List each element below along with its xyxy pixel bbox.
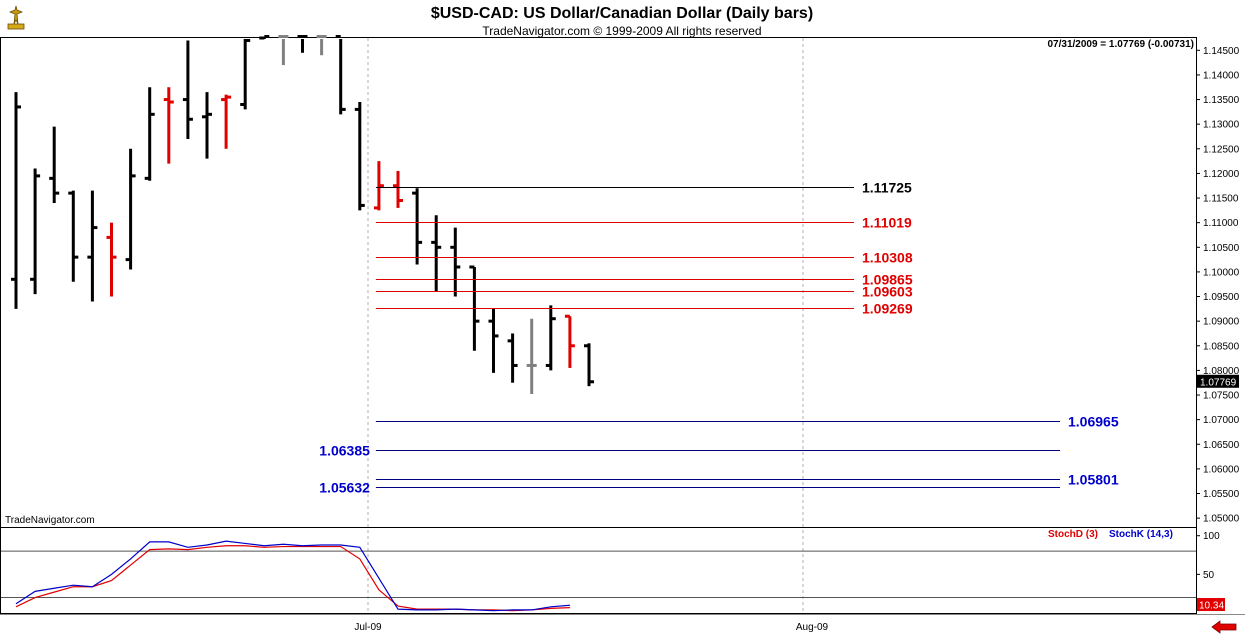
level-label: 1.06385 bbox=[319, 443, 370, 459]
level-line: 1.06965 bbox=[375, 414, 1119, 430]
price-bar bbox=[354, 102, 365, 211]
level-label: 1.11019 bbox=[862, 215, 912, 231]
level-line: 1.10308 bbox=[375, 250, 913, 266]
price-bar bbox=[316, 35, 327, 56]
price-readout: 07/31/2009 = 1.07769 (-0.00731) bbox=[1047, 39, 1194, 50]
price-bar bbox=[163, 87, 174, 164]
price-bar bbox=[202, 92, 212, 159]
stoch-last-label: 10.34 bbox=[1199, 601, 1224, 612]
price-bar bbox=[87, 190, 98, 302]
level-line: 1.06385 bbox=[319, 443, 1060, 459]
price-bar bbox=[488, 308, 499, 373]
level-line: 1.09865 bbox=[375, 272, 913, 288]
stoch-panel-frame bbox=[0, 527, 1197, 614]
price-bar bbox=[11, 92, 21, 309]
chart-title: $USD-CAD: US Dollar/Canadian Dollar (Dai… bbox=[431, 5, 813, 22]
legend-stochd: StochD (3) bbox=[1048, 529, 1098, 540]
stochastic-panel: 100 50 StochD (3) StochK (14,3) 10.34 bbox=[1, 529, 1225, 612]
price-bar bbox=[431, 215, 442, 292]
y-tick-label: 1.07500 bbox=[1203, 391, 1240, 402]
last-price-label: 1.07769 bbox=[1200, 377, 1237, 388]
price-panel-frame bbox=[0, 37, 1197, 528]
price-bar bbox=[393, 170, 403, 208]
legend-stochk: StochK (14,3) bbox=[1109, 529, 1173, 540]
stoch-tick-label: 50 bbox=[1203, 570, 1215, 581]
price-bars bbox=[11, 35, 594, 395]
price-bar bbox=[221, 94, 232, 149]
last-price-box bbox=[1197, 374, 1239, 388]
price-bar bbox=[68, 190, 79, 282]
level-label: 1.11725 bbox=[862, 180, 912, 196]
y-tick-label: 1.06000 bbox=[1203, 464, 1240, 475]
price-bar bbox=[545, 305, 556, 371]
y-tick-label: 1.08500 bbox=[1203, 341, 1240, 352]
y-tick-label: 1.14500 bbox=[1203, 46, 1240, 57]
scroll-left-arrow-icon[interactable] bbox=[1209, 620, 1239, 635]
level-label: 1.10308 bbox=[862, 250, 913, 266]
y-tick-label: 1.08000 bbox=[1203, 366, 1240, 377]
price-bar bbox=[259, 35, 270, 40]
y-tick-label: 1.06500 bbox=[1203, 440, 1240, 451]
y-tick-label: 1.13000 bbox=[1203, 120, 1240, 131]
price-bar bbox=[373, 161, 384, 211]
stoch-last-box bbox=[1197, 598, 1225, 612]
level-line: 1.09603 bbox=[375, 284, 913, 300]
price-bar bbox=[335, 35, 346, 115]
price-bar bbox=[30, 168, 41, 295]
level-label: 1.06965 bbox=[1068, 414, 1119, 430]
fib-levels: 1.11725 1.11019 1.10308 1.098651.096031.092… bbox=[319, 180, 1119, 496]
price-bar bbox=[507, 333, 518, 383]
price-bar bbox=[144, 87, 155, 181]
price-bar bbox=[584, 343, 594, 387]
y-tick-label: 1.12000 bbox=[1203, 169, 1240, 180]
level-label: 1.09865 bbox=[862, 272, 913, 288]
y-tick-label: 1.05500 bbox=[1203, 489, 1240, 500]
y-tick-label: 1.09500 bbox=[1203, 292, 1240, 303]
price-bar bbox=[240, 38, 251, 110]
y-tick-label: 1.12500 bbox=[1203, 144, 1240, 155]
y-tick-label: 1.07000 bbox=[1203, 415, 1240, 426]
level-label: 1.05801 bbox=[1068, 472, 1119, 488]
y-tick-label: 1.11000 bbox=[1203, 218, 1239, 229]
level-line: 1.05801 bbox=[375, 472, 1119, 488]
level-line: 1.11019 bbox=[375, 215, 912, 231]
app-logo-icon bbox=[5, 5, 27, 31]
level-label: 1.09603 bbox=[862, 284, 913, 300]
watermark: TradeNavigator.com bbox=[5, 515, 95, 526]
x-tick-label: Jul-09 bbox=[354, 622, 382, 633]
price-axis: 1.14500 1.14000 1.13500 1.13000 1.12500 1.120… bbox=[1196, 46, 1240, 525]
y-tick-label: 1.14000 bbox=[1203, 70, 1240, 81]
price-bar bbox=[564, 314, 575, 368]
y-tick-label: 1.11500 bbox=[1203, 194, 1239, 205]
price-bar bbox=[106, 222, 117, 297]
price-bar bbox=[526, 318, 537, 395]
price-bar bbox=[182, 40, 193, 139]
price-bar bbox=[412, 188, 423, 265]
chart-subtitle: TradeNavigator.com © 1999-2009 All right… bbox=[482, 24, 761, 38]
level-label: 1.05632 bbox=[319, 480, 370, 496]
price-bar bbox=[450, 227, 461, 297]
price-bar bbox=[297, 35, 308, 53]
level-line: 1.09269 bbox=[375, 301, 913, 317]
y-tick-label: 1.10500 bbox=[1203, 243, 1240, 254]
stoch-tick-label: 100 bbox=[1203, 531, 1220, 542]
stoch-series-line bbox=[15, 545, 570, 612]
y-tick-label: 1.13500 bbox=[1203, 95, 1240, 106]
price-bar bbox=[278, 35, 289, 66]
y-tick-label: 1.05000 bbox=[1203, 514, 1240, 525]
stoch-series-line bbox=[15, 540, 570, 612]
price-bar bbox=[49, 126, 60, 203]
y-tick-label: 1.09000 bbox=[1203, 317, 1240, 328]
x-tick-label: Aug-09 bbox=[796, 622, 829, 633]
y-tick-label: 1.10000 bbox=[1203, 267, 1240, 278]
level-label: 1.09269 bbox=[862, 301, 913, 317]
price-bar bbox=[125, 148, 136, 270]
level-line: 1.05632 bbox=[319, 480, 1060, 496]
level-line: 1.11725 bbox=[375, 180, 912, 196]
